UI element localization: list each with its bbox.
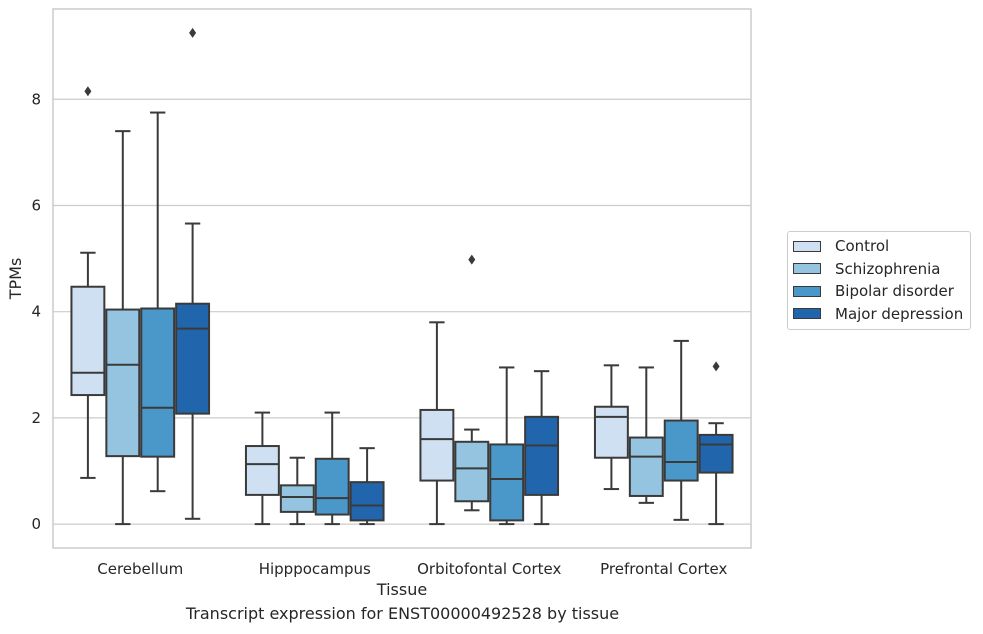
box: [175, 302, 211, 415]
legend-swatch-bipolar-disorder: [793, 285, 821, 297]
box: [593, 405, 629, 459]
legend-swatch-control: [793, 240, 821, 252]
x-axis-title: Tissue: [376, 580, 427, 599]
box: [244, 445, 280, 496]
outlier-point: [468, 254, 476, 265]
box-group: [419, 321, 455, 526]
y-axis-title: TPMs: [6, 258, 25, 301]
x-tick-labels: Cerebellum Hipppocampus Orbitofontal Corte…: [97, 560, 727, 578]
box: [279, 484, 315, 513]
box: [698, 433, 734, 474]
box-group: [70, 86, 106, 479]
legend-swatch-schizophrenia: [793, 263, 821, 275]
y-tick-label: 4: [31, 303, 41, 321]
legend-label-schizophrenia: Schizophrenia: [835, 259, 941, 278]
figure-caption: Transcript expression for ENST0000049252…: [185, 604, 620, 623]
legend-label-control: Control: [835, 237, 890, 256]
box: [140, 307, 176, 458]
box-plot-marks: [70, 27, 734, 526]
legend-swatch-major-depression: [793, 308, 821, 320]
box-group: [244, 411, 280, 526]
outlier-point: [712, 361, 720, 372]
y-tick-labels: 0 2 4 6 8: [31, 90, 41, 533]
outlier-point: [84, 86, 92, 97]
box-group: [105, 130, 141, 526]
box: [663, 419, 699, 482]
y-tick-label: 6: [31, 196, 41, 214]
legend: Control Schizophrenia Bipolar disorder M…: [787, 231, 971, 330]
box: [349, 481, 385, 522]
legend-item-control: Control: [788, 235, 970, 258]
legend-item-schizophrenia: Schizophrenia: [788, 258, 970, 281]
box-group: [140, 111, 176, 493]
box: [70, 285, 106, 397]
box-group: [454, 254, 490, 512]
box-group: [279, 456, 315, 526]
y-tick-label: 0: [31, 515, 41, 533]
box: [524, 415, 560, 496]
box-group: [663, 339, 699, 521]
y-tick-label: 2: [31, 409, 41, 427]
box-group: [524, 370, 560, 526]
box: [314, 457, 350, 516]
box-group: [698, 361, 734, 526]
box: [454, 440, 490, 503]
legend-item-bipolar-disorder: Bipolar disorder: [788, 280, 970, 303]
x-tick-label: Hipppocampus: [259, 560, 371, 578]
box: [628, 436, 664, 497]
box: [419, 408, 455, 482]
x-tick-label: Orbitofontal Cortex: [417, 560, 561, 578]
x-tick-label: Prefrontal Cortex: [600, 560, 727, 578]
legend-item-major-depression: Major depression: [788, 303, 970, 326]
box-group: [349, 447, 385, 526]
box-group: [314, 411, 350, 526]
box-group: [175, 27, 211, 520]
plot-frame: [52, 8, 752, 549]
legend-label-major-depression: Major depression: [835, 304, 964, 323]
legend-label-bipolar-disorder: Bipolar disorder: [835, 282, 954, 301]
box-group: [489, 366, 525, 526]
x-tick-label: Cerebellum: [97, 560, 183, 578]
box: [489, 443, 525, 522]
box: [105, 308, 141, 458]
box-group: [593, 364, 629, 491]
outlier-point: [189, 27, 197, 38]
box-group: [628, 366, 664, 504]
y-tick-label: 8: [31, 90, 41, 108]
